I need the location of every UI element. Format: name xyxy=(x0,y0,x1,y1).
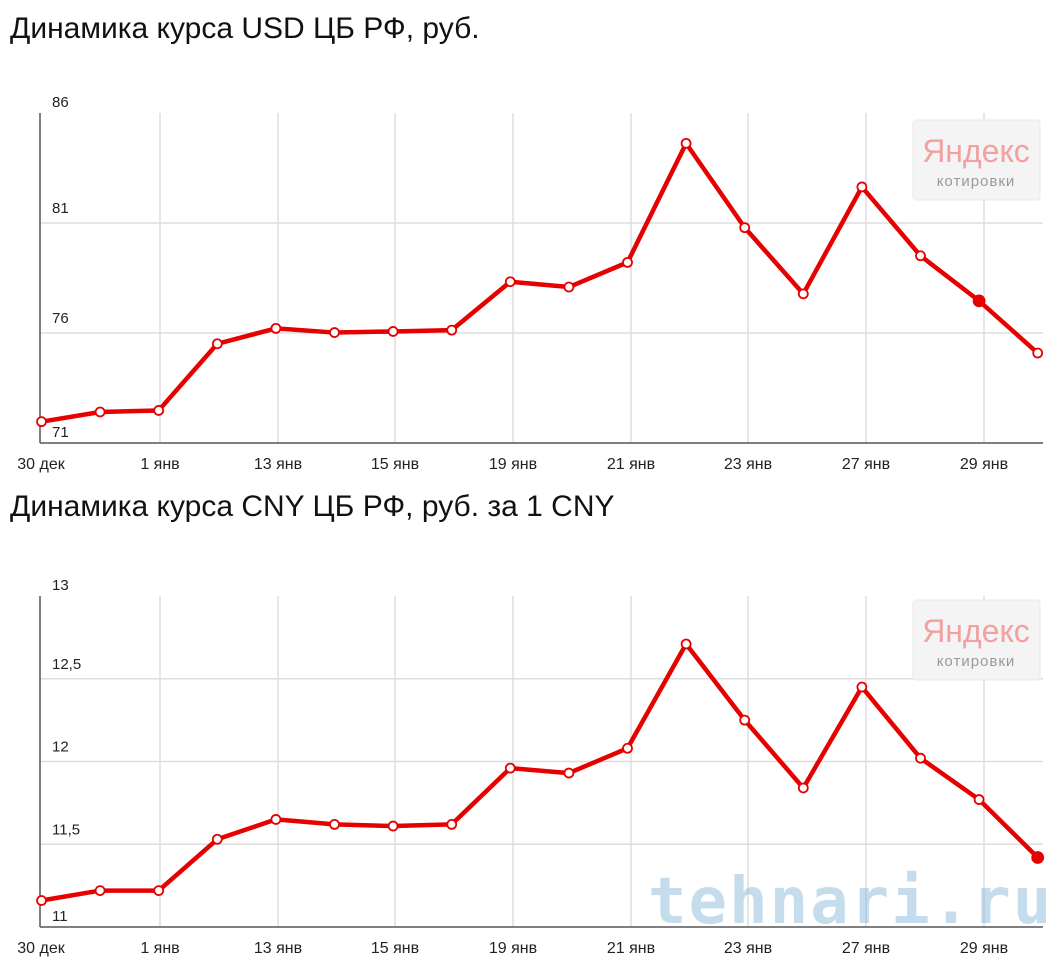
data-point xyxy=(270,814,282,825)
data-point xyxy=(973,794,985,805)
x-tick-label: 30 дек xyxy=(17,940,65,957)
y-tick-label: 86 xyxy=(52,94,69,111)
data-point xyxy=(797,288,809,300)
yandex-sub-text: котировки xyxy=(937,173,1016,190)
x-tick-label: 29 янв xyxy=(960,456,1008,473)
data-point xyxy=(153,405,165,416)
yandex-logo-text: Яндекс xyxy=(922,133,1030,169)
data-point xyxy=(1031,851,1045,864)
cny-line-chart: 13 12,5 12 11,5 11 30 дек 1 янв 13 янв 15 янв 19 … xyxy=(17,577,1045,957)
yandex-watermark: Яндекс котировки xyxy=(912,599,1041,681)
x-tick-label: 1 янв xyxy=(140,940,179,957)
x-tick-label: 15 янв xyxy=(371,940,419,957)
data-point xyxy=(915,752,926,764)
data-point xyxy=(739,222,751,234)
data-point xyxy=(387,326,399,337)
data-point xyxy=(915,250,926,262)
data-point xyxy=(94,885,106,896)
y-tick-label: 11 xyxy=(52,908,68,925)
yandex-sub-text: котировки xyxy=(937,653,1016,670)
y-tick-label: 11,5 xyxy=(52,821,80,838)
chart-title-cny: Динамика курса CNY ЦБ РФ, руб. за 1 CNY xyxy=(10,490,615,523)
data-point xyxy=(797,782,809,794)
chart-title-usd: Динамика курса USD ЦБ РФ, руб. xyxy=(10,12,480,45)
x-tick-label: 13 янв xyxy=(254,456,302,473)
y-tick-label: 13 xyxy=(52,577,69,594)
x-tick-label: 27 янв xyxy=(842,940,890,957)
x-tick-label: 15 янв xyxy=(371,456,419,473)
y-tick-label: 71 xyxy=(52,424,69,441)
x-tick-label: 13 янв xyxy=(254,940,302,957)
data-point xyxy=(739,714,751,726)
data-point xyxy=(94,406,106,418)
data-point xyxy=(211,833,223,845)
site-watermark: tehnari.ru xyxy=(648,865,1048,939)
x-tick-label: 21 янв xyxy=(607,940,655,957)
data-point xyxy=(270,322,282,334)
data-point xyxy=(622,742,633,754)
data-point xyxy=(504,762,516,774)
data-point xyxy=(446,324,458,336)
data-point xyxy=(856,181,868,193)
x-tick-label: 19 янв xyxy=(489,940,537,957)
data-point xyxy=(1032,347,1044,359)
data-point xyxy=(36,416,47,428)
yandex-watermark: Яндекс котировки xyxy=(912,119,1041,201)
data-point xyxy=(680,638,692,650)
y-tick-label: 76 xyxy=(52,310,69,327)
series-line xyxy=(39,641,1040,903)
watermark-box xyxy=(912,119,1041,201)
data-point xyxy=(504,276,516,288)
data-point xyxy=(36,895,47,906)
x-tick-label: 30 дек xyxy=(17,456,65,473)
data-point xyxy=(387,820,399,832)
x-tick-label: 21 янв xyxy=(607,456,655,473)
series-line xyxy=(39,141,1040,424)
x-tick-label: 1 янв xyxy=(140,456,179,473)
usd-line-chart: 86 81 76 71 30 дек 1 янв 13 янв 15 янв 19 янв 21 … xyxy=(17,94,1044,473)
data-point xyxy=(622,256,633,268)
x-tick-label: 29 янв xyxy=(960,940,1008,957)
x-tick-label: 23 янв xyxy=(724,456,772,473)
x-tick-label: 19 янв xyxy=(489,456,537,473)
y-tick-label: 81 xyxy=(52,200,69,217)
data-point xyxy=(329,818,340,830)
data-point xyxy=(680,137,692,149)
y-tick-label: 12,5 xyxy=(52,656,81,673)
y-tick-label: 12 xyxy=(52,739,69,756)
x-tick-label: 23 янв xyxy=(724,940,772,957)
data-point xyxy=(446,818,458,830)
data-point xyxy=(972,294,986,308)
data-point xyxy=(211,338,223,350)
data-point xyxy=(329,327,340,338)
x-tick-label: 27 янв xyxy=(842,456,890,473)
yandex-logo-text: Яндекс xyxy=(922,613,1030,649)
data-point xyxy=(153,885,165,896)
data-point xyxy=(563,281,575,293)
data-point xyxy=(563,767,575,779)
data-point xyxy=(856,681,868,693)
watermark-box xyxy=(912,599,1041,681)
